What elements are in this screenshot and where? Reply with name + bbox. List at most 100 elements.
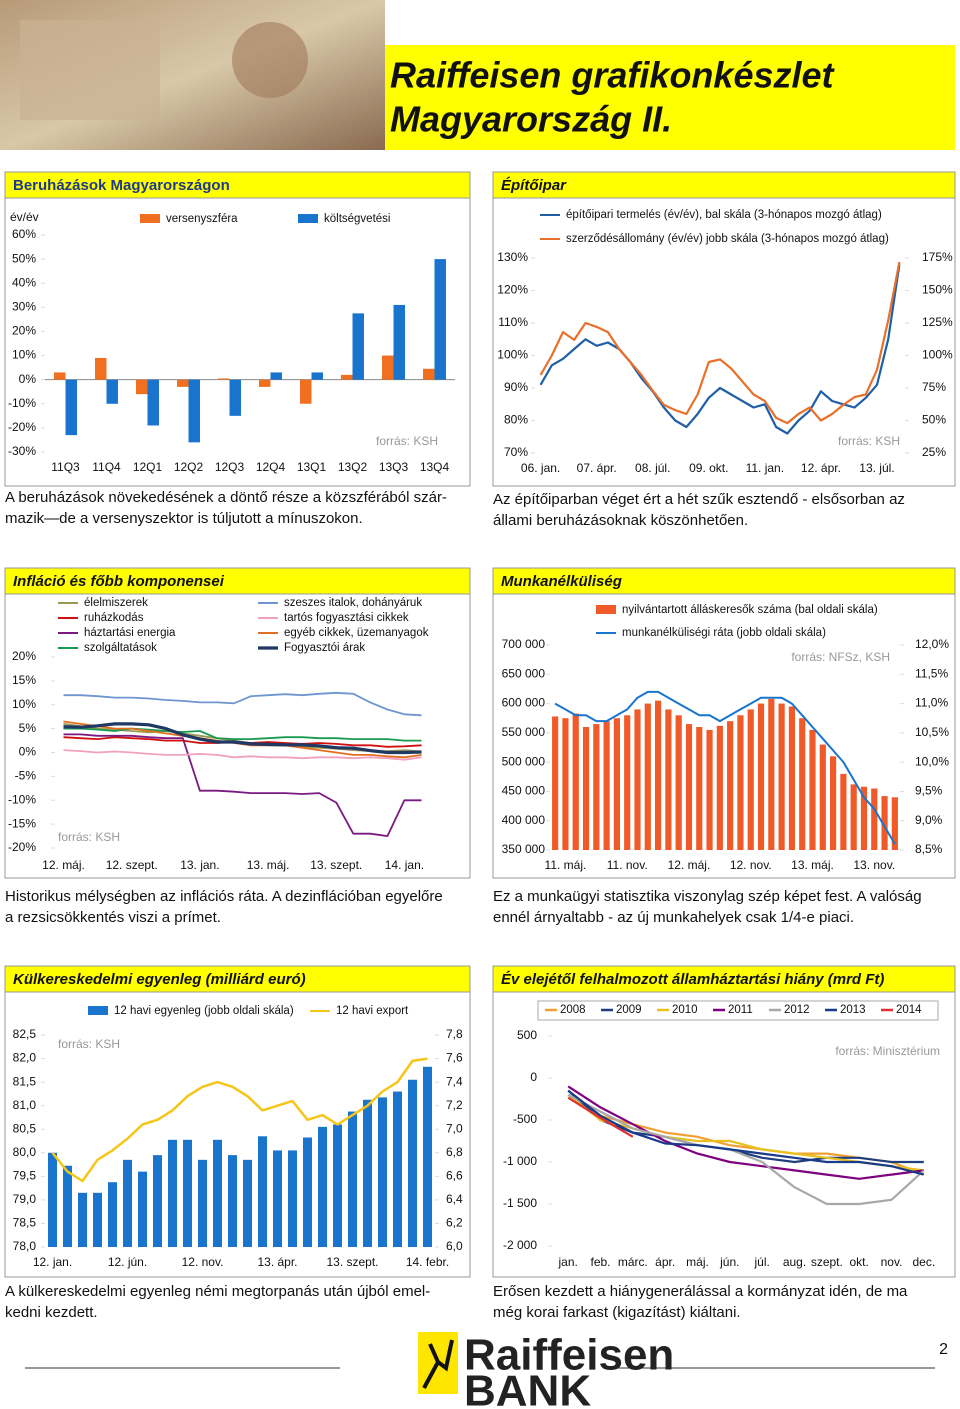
legend-label: 12 havi export	[336, 1005, 409, 1017]
bar	[168, 1139, 177, 1247]
bar	[218, 378, 230, 380]
panel-frame	[4, 197, 471, 487]
line	[567, 1096, 634, 1138]
line	[539, 264, 901, 435]
chart-title: Munkanélküliség	[501, 573, 622, 590]
logo-text: BANK	[464, 1367, 591, 1409]
legend-label: tartós fogyasztási cikkek	[284, 612, 409, 624]
y-tick-label: 400 000	[502, 813, 546, 827]
bar	[153, 1155, 162, 1247]
y-tick-label: 80,5	[13, 1121, 37, 1135]
x-tick-label: 13. ápr.	[257, 1255, 297, 1269]
y-tick-label: 30%	[12, 300, 36, 314]
page-title: Raiffeisen grafikonkészlet	[390, 55, 836, 96]
y2-tick-label: 75%	[922, 380, 946, 394]
line	[63, 749, 422, 761]
y2-tick-label: 6,8	[446, 1145, 463, 1159]
bar	[288, 1150, 297, 1247]
y-tick-label: -15%	[8, 816, 36, 830]
bar	[408, 1079, 417, 1247]
title-bar	[492, 171, 956, 199]
bar	[840, 773, 847, 850]
bar	[850, 784, 857, 850]
bar	[341, 374, 353, 380]
bar	[65, 379, 77, 436]
bar	[48, 1152, 57, 1247]
legend-swatch	[88, 1006, 108, 1015]
page-subtitle: Magyarország II.	[390, 99, 672, 140]
y-tick-label: 81,5	[13, 1074, 37, 1088]
bar	[363, 1099, 372, 1247]
y2-tick-label: 6,2	[446, 1216, 463, 1230]
bar	[572, 713, 579, 850]
legend-frame	[537, 1000, 939, 1021]
line	[63, 733, 422, 837]
y-tick-label: 78,0	[13, 1239, 37, 1253]
y-tick-label: 80,0	[13, 1145, 37, 1159]
bar	[423, 368, 435, 380]
legend-label: 2010	[672, 1004, 698, 1016]
panel-frame	[4, 593, 471, 879]
bar	[603, 721, 610, 850]
x-tick-label: 09. okt.	[689, 461, 728, 475]
x-tick-label: máj.	[686, 1255, 709, 1269]
bar	[63, 1165, 72, 1247]
y-tick-label: 700 000	[502, 637, 546, 651]
bar	[685, 724, 693, 850]
legend-swatch	[140, 214, 160, 223]
y-tick-label: 60%	[12, 227, 36, 241]
title-bar	[492, 965, 956, 993]
panel-frame	[492, 991, 956, 1278]
bar	[393, 304, 405, 380]
bar	[423, 1066, 432, 1247]
y-tick-label: 80%	[504, 413, 528, 427]
caption: A beruházások növekedésének a döntő rész…	[5, 489, 447, 506]
bar	[183, 1139, 192, 1247]
logo-mark	[422, 1339, 454, 1389]
bar	[303, 1137, 312, 1247]
legend-label: szeszes italok, dohányáruk	[284, 597, 422, 609]
caption: mazik—de a versenyszektor is túljutott a…	[5, 510, 363, 527]
legend-label: 2013	[840, 1004, 866, 1016]
x-tick-label: 06. jan.	[521, 461, 560, 475]
bar	[675, 715, 682, 850]
y2-tick-label: 50%	[922, 413, 946, 427]
bar	[696, 727, 703, 850]
y2-tick-label: 11,5%	[915, 666, 948, 680]
x-tick-label: 12. nov.	[182, 1255, 224, 1269]
legend-swatch	[298, 214, 318, 223]
y2-tick-label: 6,4	[446, 1192, 463, 1206]
legend-label: munkanélküliségi ráta (jobb oldali skála…	[622, 627, 826, 639]
y-tick-label: 650 000	[502, 666, 546, 680]
caption: még korai farkast (kigazítást) kiáltani.	[493, 1304, 741, 1321]
y2-tick-label: 7,8	[446, 1027, 463, 1041]
chart-title: Építőipar	[501, 177, 567, 194]
y-tick-label: 79,5	[13, 1169, 37, 1183]
y-tick-label: 20%	[12, 324, 36, 338]
bar	[95, 357, 107, 380]
y2-tick-label: 6,6	[446, 1169, 463, 1183]
legend-label: egyéb cikkek, üzemanyagok	[284, 627, 429, 639]
legend-label: 2008	[560, 1004, 586, 1016]
panel-frame	[492, 593, 956, 879]
bar	[273, 1150, 282, 1247]
legend-label: versenyszféra	[166, 213, 238, 225]
line	[63, 691, 422, 717]
x-tick-label: 13. máj.	[247, 858, 290, 872]
y-tick-label: 500	[517, 1028, 537, 1042]
bar	[198, 1159, 207, 1247]
source-note: forrás: KSH	[58, 1037, 120, 1051]
y-tick-label: 20%	[12, 649, 36, 663]
y-tick-label: 40%	[12, 275, 36, 289]
chart-title: Beruházások Magyarországon	[13, 177, 230, 194]
legend-label: Fogyasztói árak	[284, 642, 365, 654]
bar	[593, 724, 600, 850]
y-tick-label: 82,0	[13, 1051, 37, 1065]
y-tick-label: -10%	[8, 792, 36, 806]
x-tick-label: jún.	[719, 1255, 739, 1269]
y-tick-label: 120%	[497, 283, 528, 297]
y-tick-label: -500	[513, 1112, 537, 1126]
y2-tick-label: 7,6	[446, 1051, 463, 1065]
legend-label: szolgáltatások	[84, 642, 157, 654]
